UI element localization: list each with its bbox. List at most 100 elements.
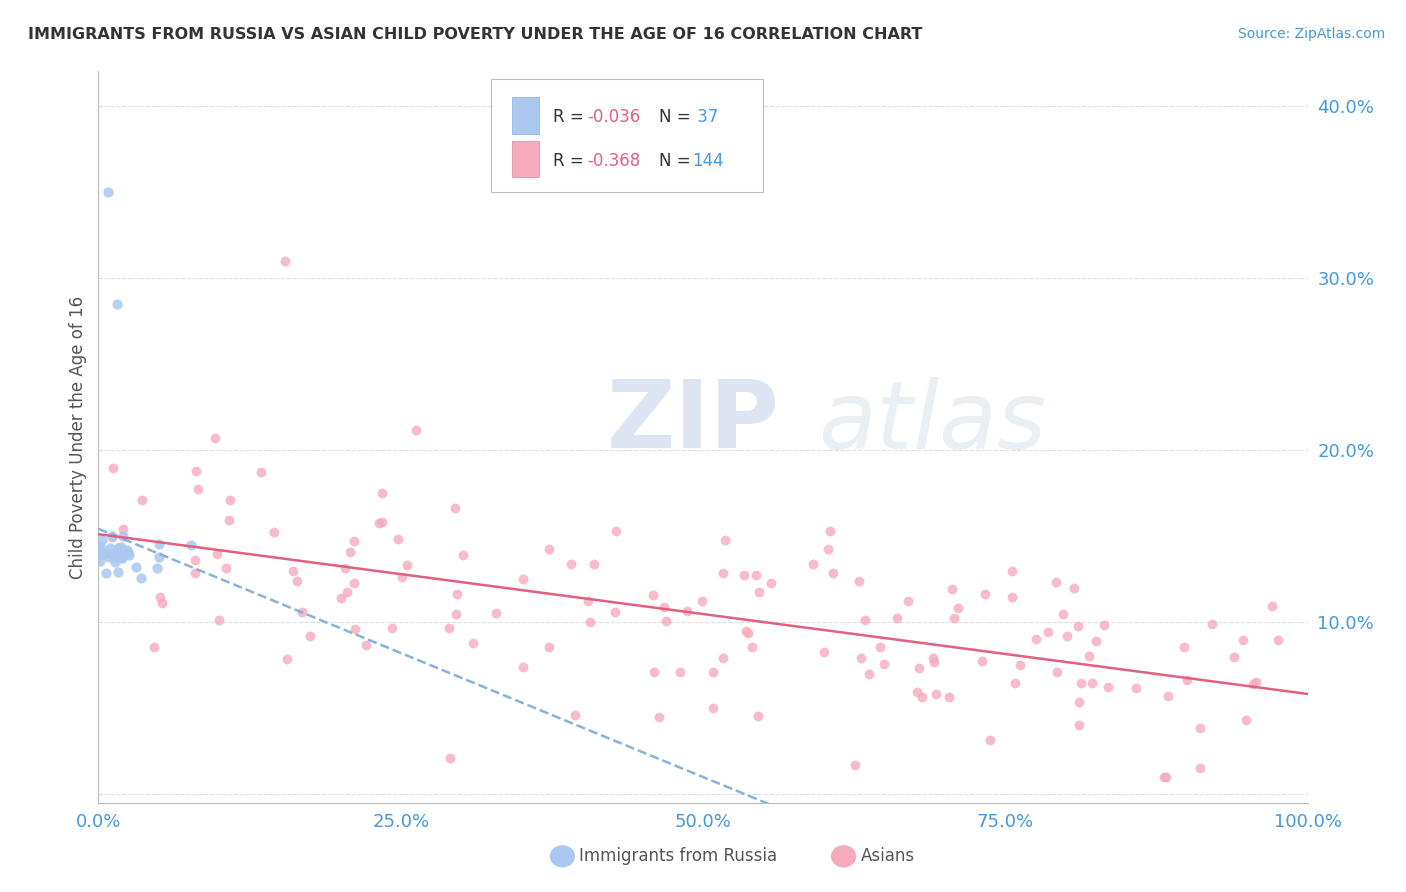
Point — [643, 588, 665, 602]
Point — [1063, 582, 1085, 596]
Point — [104, 549, 127, 564]
Text: ZIP: ZIP — [606, 376, 779, 468]
Point — [813, 645, 835, 659]
Point — [1201, 617, 1223, 632]
Point — [439, 750, 461, 764]
Point — [1001, 564, 1024, 578]
Text: IMMIGRANTS FROM RUSSIA VS ASIAN CHILD POVERTY UNDER THE AGE OF 16 CORRELATION CH: IMMIGRANTS FROM RUSSIA VS ASIAN CHILD PO… — [28, 27, 922, 42]
Point — [972, 654, 994, 668]
Point — [111, 549, 134, 564]
Point — [89, 548, 111, 562]
Point — [647, 709, 669, 723]
Point — [844, 758, 866, 772]
Point — [111, 551, 134, 566]
Point — [1241, 677, 1264, 691]
Point — [1094, 618, 1116, 632]
Point — [1081, 675, 1104, 690]
Point — [91, 533, 114, 548]
Point — [451, 548, 474, 562]
Point — [281, 564, 304, 578]
Point — [922, 650, 945, 665]
Text: N =: N = — [659, 108, 696, 126]
Point — [897, 594, 920, 608]
Point — [148, 591, 170, 605]
Point — [1188, 722, 1211, 736]
Point — [818, 524, 841, 538]
Point — [1175, 673, 1198, 687]
Point — [405, 423, 427, 437]
Point — [94, 546, 117, 560]
Point — [538, 640, 561, 655]
Point — [1045, 574, 1067, 589]
Bar — [512, 141, 538, 178]
Point — [100, 547, 122, 561]
Point — [1223, 650, 1246, 665]
Point — [733, 567, 755, 582]
Point — [922, 655, 945, 669]
Point — [886, 611, 908, 625]
Point — [395, 558, 418, 572]
Point — [1056, 629, 1078, 643]
Point — [484, 606, 506, 620]
Point — [655, 614, 678, 628]
Point — [339, 545, 361, 559]
Point — [1188, 761, 1211, 775]
Point — [205, 547, 228, 561]
Point — [298, 629, 321, 643]
Point — [512, 660, 534, 674]
Point — [354, 638, 377, 652]
Point — [1067, 718, 1090, 732]
Point — [873, 657, 896, 672]
Point — [737, 626, 759, 640]
Point — [942, 611, 965, 625]
Point — [941, 582, 963, 597]
Point — [105, 296, 128, 310]
Text: atlas: atlas — [818, 377, 1046, 468]
Point — [1261, 599, 1284, 613]
Point — [603, 606, 626, 620]
Point — [276, 652, 298, 666]
Point — [101, 461, 124, 475]
Point — [702, 665, 724, 680]
Point — [370, 485, 392, 500]
Point — [263, 525, 285, 540]
Text: -0.036: -0.036 — [586, 108, 640, 126]
Point — [1052, 607, 1074, 621]
Point — [973, 586, 995, 600]
Point — [1004, 676, 1026, 690]
Point — [437, 621, 460, 635]
Point — [89, 539, 111, 553]
Point — [735, 624, 758, 638]
Point — [148, 550, 170, 565]
Point — [1267, 632, 1289, 647]
Point — [1234, 713, 1257, 727]
Point — [250, 465, 273, 479]
Point — [446, 607, 468, 621]
Point — [1154, 770, 1177, 784]
Point — [104, 555, 127, 569]
Point — [848, 574, 870, 589]
Point — [461, 635, 484, 649]
Point — [184, 552, 207, 566]
Point — [582, 558, 605, 572]
Point — [381, 621, 404, 635]
Point — [676, 604, 699, 618]
FancyBboxPatch shape — [492, 78, 763, 192]
Point — [387, 532, 409, 546]
Point — [1008, 658, 1031, 673]
Point — [643, 665, 665, 679]
Point — [446, 587, 468, 601]
Point — [711, 651, 734, 665]
Point — [91, 548, 114, 562]
Point — [690, 594, 713, 608]
Point — [89, 542, 111, 557]
Point — [343, 533, 366, 548]
Point — [1097, 680, 1119, 694]
Point — [148, 537, 170, 551]
Point — [1001, 590, 1024, 604]
Point — [801, 557, 824, 571]
Point — [285, 574, 308, 589]
Point — [391, 570, 413, 584]
Point — [101, 530, 124, 544]
Point — [105, 549, 128, 564]
